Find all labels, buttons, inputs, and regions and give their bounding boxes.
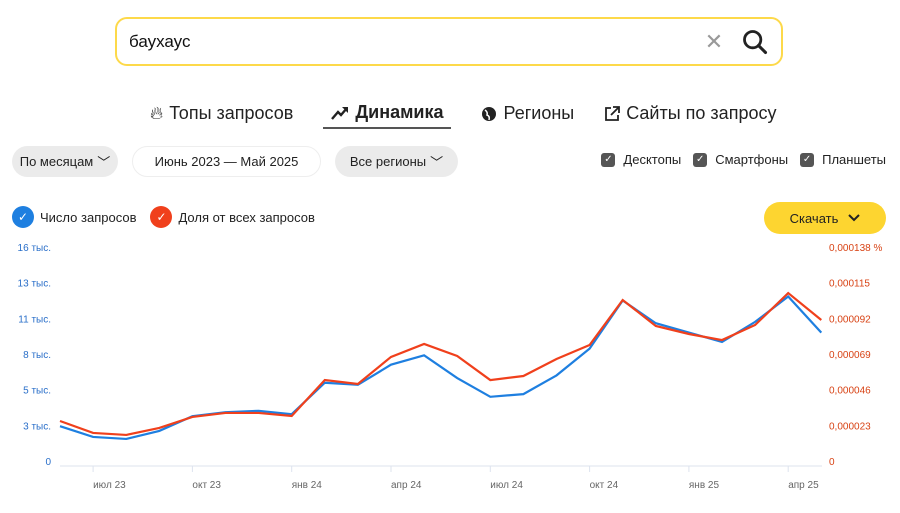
x-axis-tick-label: окт 23 bbox=[192, 480, 221, 491]
right-axis-tick: 0,000023 bbox=[829, 421, 871, 432]
series-line-left bbox=[59, 295, 823, 441]
check-icon: ✓ bbox=[800, 152, 815, 167]
right-axis-tick: 0,000138 % bbox=[829, 243, 882, 254]
checkbox-label: Смартфоны bbox=[715, 152, 789, 167]
tab-label: Топы запросов bbox=[169, 103, 294, 123]
region-select[interactable]: Все регионы ﹀ bbox=[335, 146, 458, 177]
check-icon: ✓ bbox=[693, 152, 708, 167]
search-bar: ✕ bbox=[115, 17, 783, 66]
tab-label: Сайты по запросу bbox=[626, 103, 777, 123]
trend-icon bbox=[331, 106, 349, 120]
tab-regions[interactable]: Регионы bbox=[481, 102, 574, 129]
check-icon: ✓ bbox=[601, 152, 616, 167]
check-icon: ✓ bbox=[150, 206, 173, 228]
left-axis-tick: 16 тыс. bbox=[18, 243, 51, 254]
search-input[interactable] bbox=[129, 31, 699, 52]
date-range-picker[interactable]: Июнь 2023 — Май 2025 bbox=[132, 146, 321, 177]
x-axis-tick-label: апр 25 bbox=[788, 480, 819, 491]
checkbox-tablets[interactable]: ✓ Планшеты bbox=[800, 152, 886, 167]
download-label: Скачать bbox=[789, 210, 839, 226]
device-filters: ✓ Десктопы ✓ Смартфоны ✓ Планшеты bbox=[601, 152, 886, 167]
legend-label: Доля от всех запросов bbox=[178, 209, 315, 225]
tab-label: Регионы bbox=[503, 103, 575, 123]
left-axis-tick: 5 тыс. bbox=[23, 386, 51, 397]
checkbox-smartphones[interactable]: ✓ Смартфоны bbox=[693, 152, 788, 167]
download-button[interactable]: Скачать bbox=[764, 202, 886, 234]
x-axis-tick-label: июл 24 bbox=[490, 480, 523, 491]
left-axis-tick: 0 bbox=[45, 457, 51, 468]
left-axis-tick: 8 тыс. bbox=[23, 350, 51, 361]
checkbox-desktops[interactable]: ✓ Десктопы bbox=[601, 152, 681, 167]
tab-tops[interactable]: 🔥︎ Топы запросов bbox=[150, 102, 293, 129]
legend-label: Число запросов bbox=[40, 209, 137, 225]
external-link-icon bbox=[605, 105, 621, 121]
right-axis-tick: 0,000092 bbox=[829, 314, 871, 325]
globe-icon bbox=[482, 106, 497, 121]
left-axis-tick: 13 тыс. bbox=[18, 279, 51, 290]
close-icon[interactable]: ✕ bbox=[704, 28, 724, 54]
legend-item-share[interactable]: ✓ Доля от всех запросов bbox=[150, 206, 315, 228]
x-axis-tick-label: июл 23 bbox=[93, 480, 126, 491]
series-line-right bbox=[59, 291, 822, 437]
chart-legend: ✓ Число запросов ✓ Доля от всех запросов bbox=[12, 206, 315, 228]
check-icon: ✓ bbox=[12, 206, 34, 228]
date-range-value: Июнь 2023 — Май 2025 bbox=[154, 154, 299, 169]
search-icon[interactable] bbox=[741, 28, 769, 56]
period-value: По месяцам bbox=[19, 154, 94, 169]
x-axis-tick-label: апр 24 bbox=[391, 480, 422, 491]
chevron-down-icon: ﹀ bbox=[430, 155, 444, 170]
x-axis-tick-label: янв 25 bbox=[689, 480, 720, 491]
chevron-down-icon bbox=[848, 214, 861, 222]
right-axis-tick: 0,000069 bbox=[829, 350, 871, 361]
right-axis-tick: 0 bbox=[829, 457, 835, 468]
x-axis-tick-label: янв 24 bbox=[292, 480, 323, 491]
x-axis-tick-label: окт 24 bbox=[590, 480, 619, 491]
period-select[interactable]: По месяцам ﹀ bbox=[12, 146, 118, 177]
checkbox-label: Планшеты bbox=[822, 152, 886, 167]
tab-dynamics[interactable]: Динамика bbox=[323, 102, 452, 129]
left-axis-tick: 3 тыс. bbox=[23, 421, 51, 432]
tab-sites[interactable]: Сайты по запросу bbox=[604, 102, 776, 129]
right-axis-tick: 0,000115 bbox=[829, 279, 870, 290]
left-axis-tick: 11 тыс. bbox=[18, 314, 51, 325]
chevron-down-icon: ﹀ bbox=[97, 155, 111, 170]
checkbox-label: Десктопы bbox=[623, 152, 682, 167]
tab-label: Динамика bbox=[355, 102, 444, 122]
tabs: 🔥︎ Топы запросов Динамика Регионы Сайты п… bbox=[150, 102, 776, 129]
right-axis-tick: 0,000046 bbox=[829, 386, 871, 397]
fire-icon: 🔥︎ bbox=[150, 103, 164, 123]
legend-item-count[interactable]: ✓ Число запросов bbox=[12, 206, 136, 228]
region-value: Все регионы bbox=[349, 154, 427, 169]
